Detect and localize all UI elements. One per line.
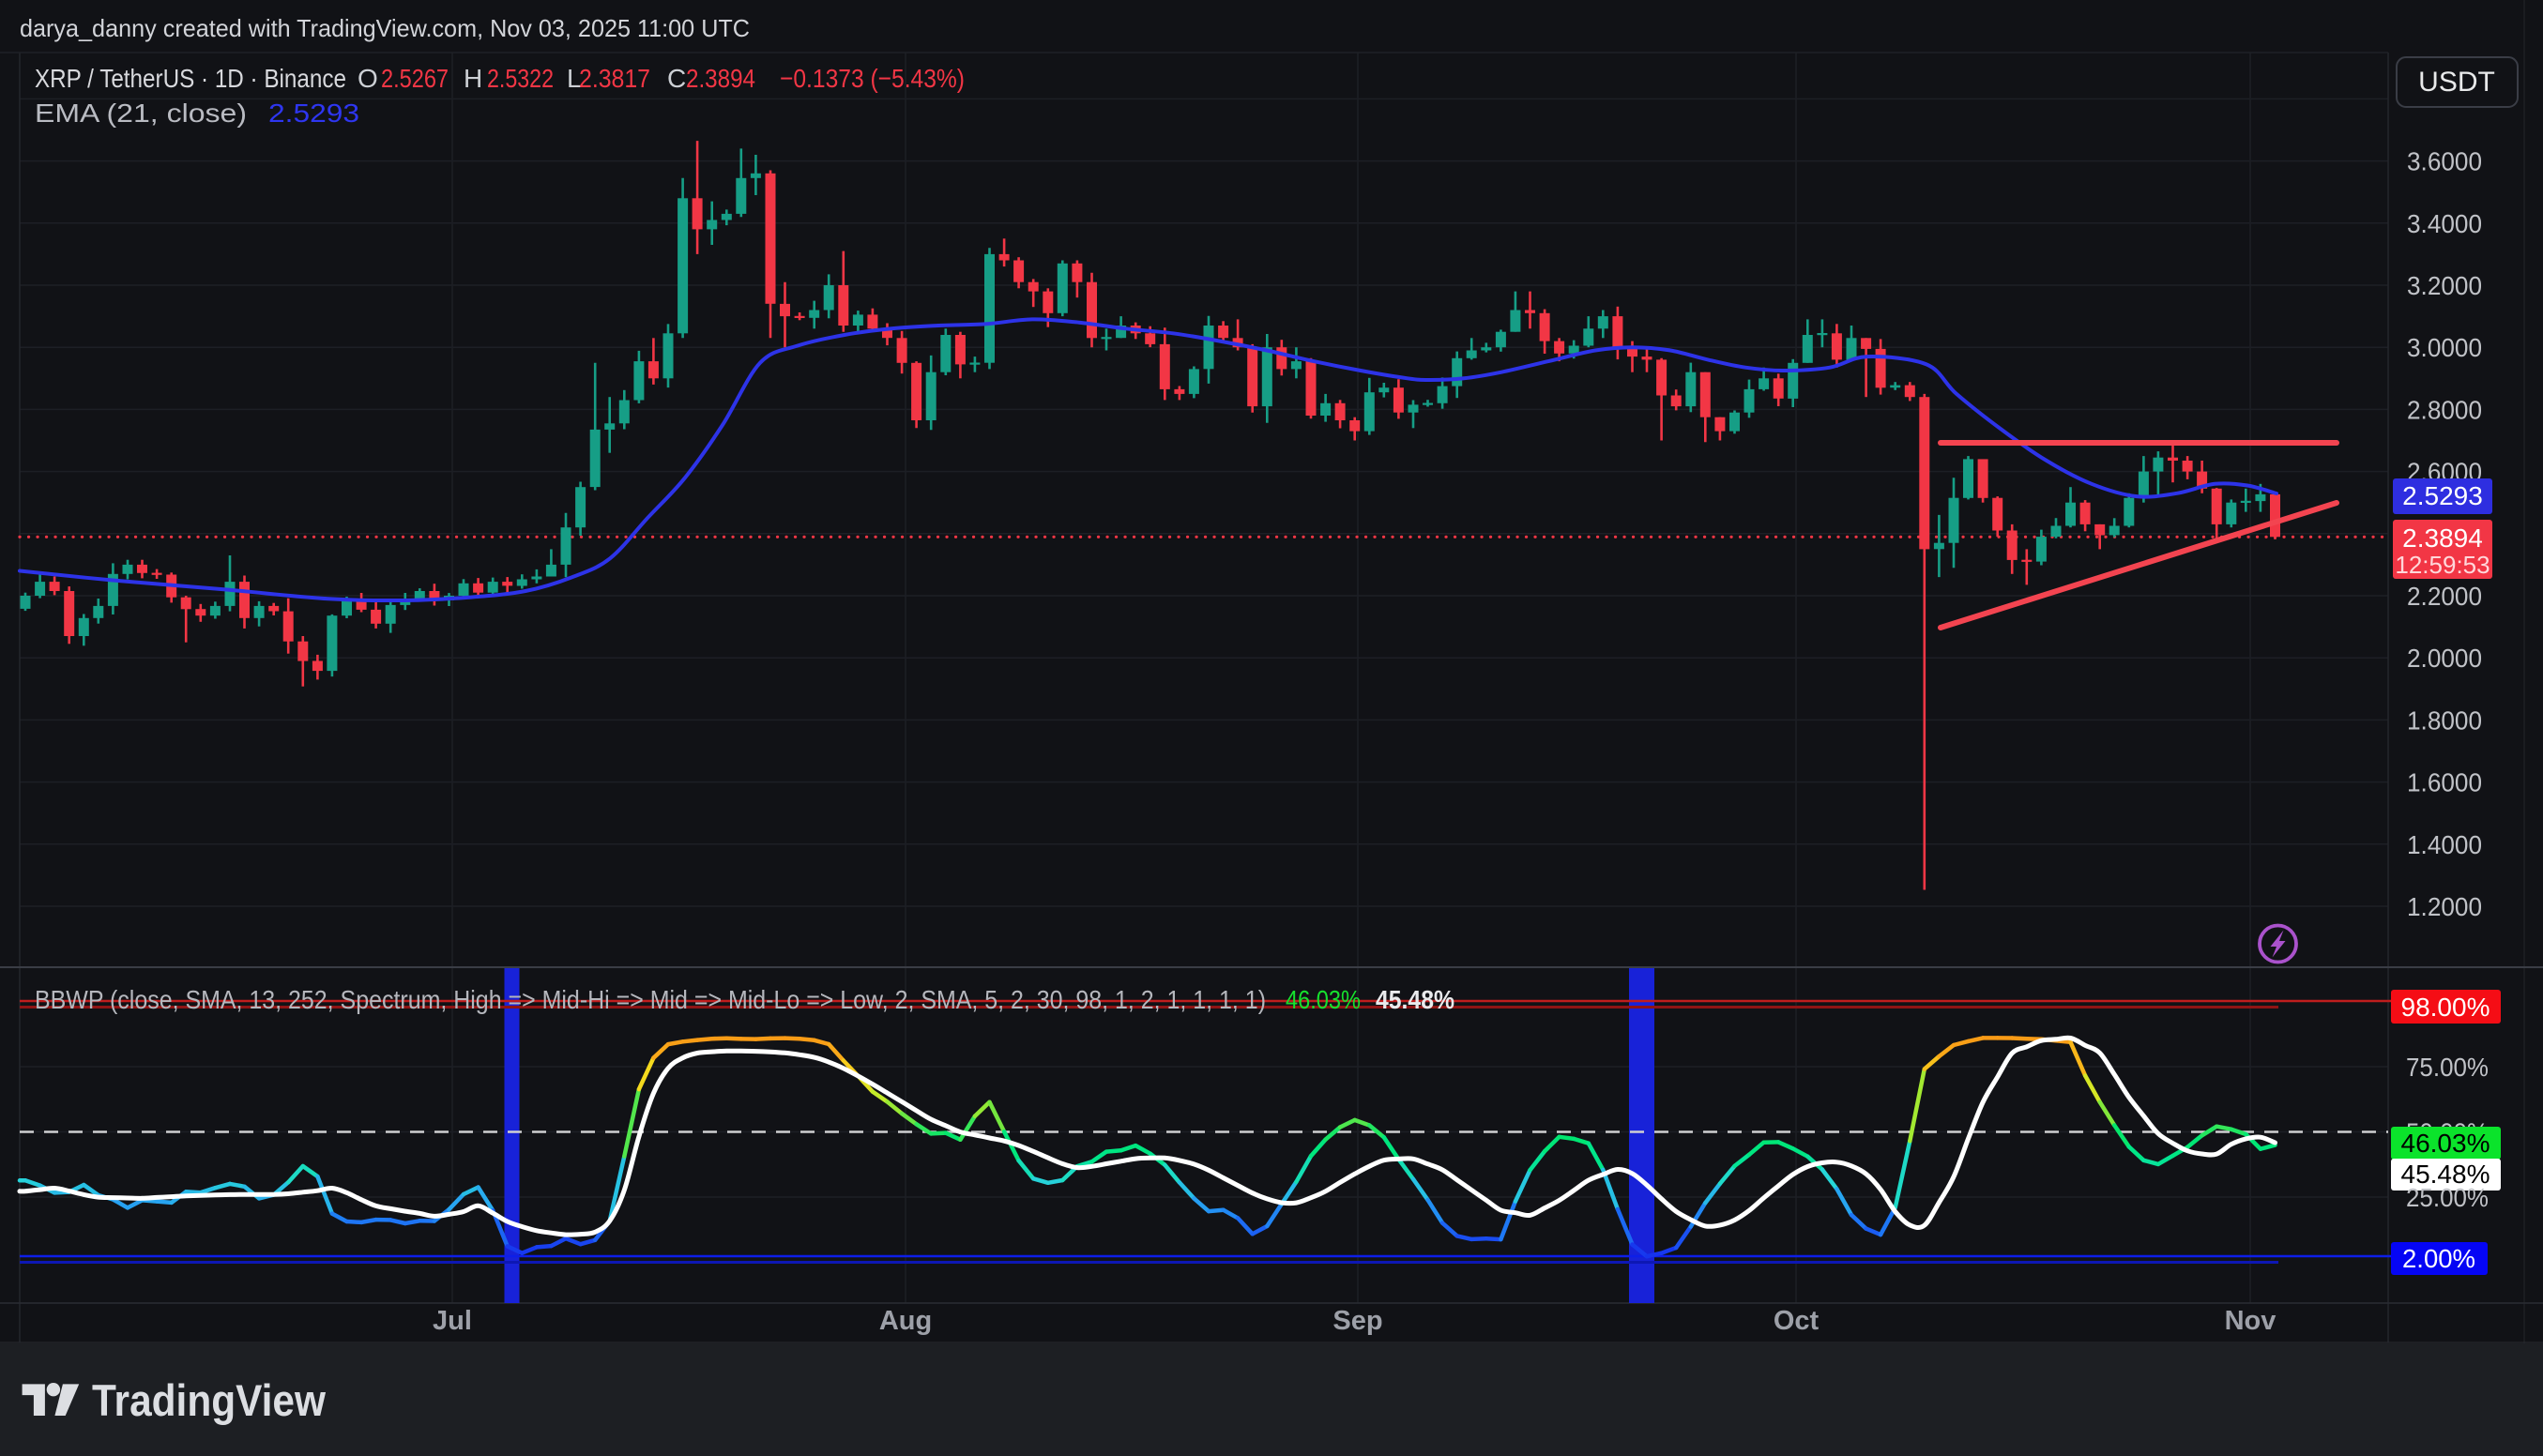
svg-text:Nov: Nov bbox=[2225, 1306, 2277, 1336]
svg-text:45.48%: 45.48% bbox=[1376, 985, 1454, 1014]
svg-text:1.8000: 1.8000 bbox=[2407, 705, 2482, 735]
svg-text:Oct: Oct bbox=[1774, 1306, 1820, 1336]
svg-text:H: H bbox=[464, 64, 482, 93]
svg-text:O: O bbox=[358, 64, 378, 93]
svg-text:2.5293: 2.5293 bbox=[2402, 481, 2483, 510]
svg-text:1.6000: 1.6000 bbox=[2407, 768, 2482, 797]
svg-text:46.03%: 46.03% bbox=[2401, 1129, 2490, 1158]
svg-text:L: L bbox=[567, 64, 582, 93]
svg-text:USDT: USDT bbox=[2418, 67, 2495, 98]
svg-text:3.4000: 3.4000 bbox=[2407, 209, 2482, 238]
svg-text:2.3894: 2.3894 bbox=[686, 64, 755, 93]
svg-text:98.00%: 98.00% bbox=[2401, 993, 2490, 1022]
svg-text:75.00%: 75.00% bbox=[2406, 1053, 2489, 1082]
svg-text:TradingView: TradingView bbox=[92, 1375, 326, 1425]
svg-text:2.2000: 2.2000 bbox=[2407, 582, 2482, 611]
svg-text:2.5293: 2.5293 bbox=[268, 99, 359, 128]
svg-text:Sep: Sep bbox=[1332, 1306, 1382, 1336]
svg-text:1.4000: 1.4000 bbox=[2407, 830, 2482, 859]
svg-text:−0.1373 (−5.43%): −0.1373 (−5.43%) bbox=[780, 64, 965, 93]
svg-text:2.0000: 2.0000 bbox=[2407, 644, 2482, 673]
svg-text:BBWP (close, SMA, 13, 252, Spe: BBWP (close, SMA, 13, 252, Spectrum, Hig… bbox=[35, 985, 1266, 1014]
svg-text:2.3817: 2.3817 bbox=[579, 64, 650, 93]
svg-text:3.2000: 3.2000 bbox=[2407, 271, 2482, 300]
svg-text:Aug: Aug bbox=[879, 1306, 932, 1336]
svg-text:2.5267: 2.5267 bbox=[381, 64, 449, 93]
svg-text:3.6000: 3.6000 bbox=[2407, 147, 2482, 176]
svg-text:12:59:53: 12:59:53 bbox=[2395, 551, 2490, 579]
svg-text:2.3894: 2.3894 bbox=[2402, 523, 2483, 553]
svg-text:2.8000: 2.8000 bbox=[2407, 395, 2482, 424]
svg-text:1.2000: 1.2000 bbox=[2407, 892, 2482, 921]
svg-text:45.48%: 45.48% bbox=[2401, 1160, 2490, 1189]
svg-text:C: C bbox=[667, 64, 686, 93]
svg-text:3.0000: 3.0000 bbox=[2407, 333, 2482, 362]
svg-text:EMA (21, close): EMA (21, close) bbox=[35, 99, 247, 128]
svg-text:Jul: Jul bbox=[433, 1306, 472, 1336]
svg-text:XRP / TetherUS · 1D · Binance: XRP / TetherUS · 1D · Binance bbox=[35, 64, 346, 93]
svg-text:25.00%: 25.00% bbox=[2406, 1183, 2489, 1212]
svg-text:2.5322: 2.5322 bbox=[487, 64, 554, 93]
svg-text:46.03%: 46.03% bbox=[1286, 985, 1361, 1014]
svg-text:darya_danny created with Tradi: darya_danny created with TradingView.com… bbox=[20, 14, 750, 42]
svg-text:2.00%: 2.00% bbox=[2402, 1244, 2475, 1273]
